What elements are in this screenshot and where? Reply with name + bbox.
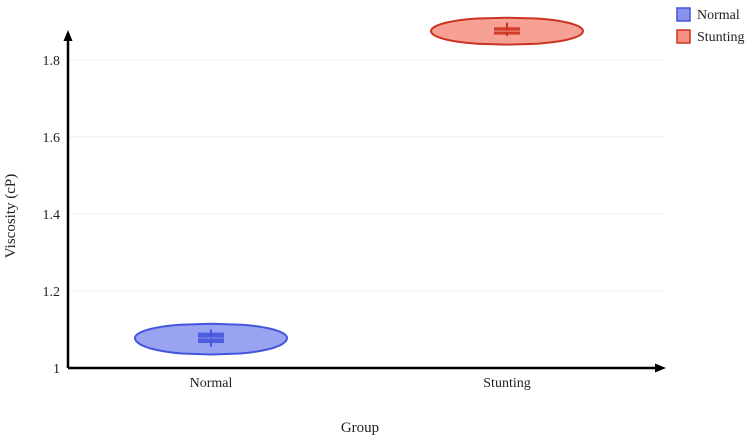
x-tick-label: Stunting [483, 376, 530, 391]
x-axis-arrow [655, 363, 666, 373]
legend-label: Stunting [697, 30, 744, 45]
axes [63, 30, 666, 373]
y-axis-title: Viscosity (cP) [3, 174, 19, 259]
y-axis-arrow [63, 30, 73, 41]
legend-label: Normal [697, 8, 740, 23]
y-tick-label: 1.2 [43, 285, 61, 300]
x-tick-label: Normal [190, 376, 233, 391]
legend: Normal Stunting [676, 7, 744, 45]
y-tick-label: 1.8 [43, 54, 61, 69]
violins [134, 16, 584, 356]
y-tick-label: 1 [53, 362, 60, 377]
legend-swatch [676, 29, 691, 44]
gridlines [68, 59, 664, 292]
legend-swatch [676, 7, 691, 22]
x-axis-title: Group [341, 420, 379, 436]
y-ticks: 1 1.2 1.4 1.6 1.8 [43, 54, 61, 377]
y-tick-label: 1.4 [43, 208, 61, 223]
x-ticks: Normal Stunting [190, 376, 531, 391]
y-tick-label: 1.6 [43, 131, 61, 146]
